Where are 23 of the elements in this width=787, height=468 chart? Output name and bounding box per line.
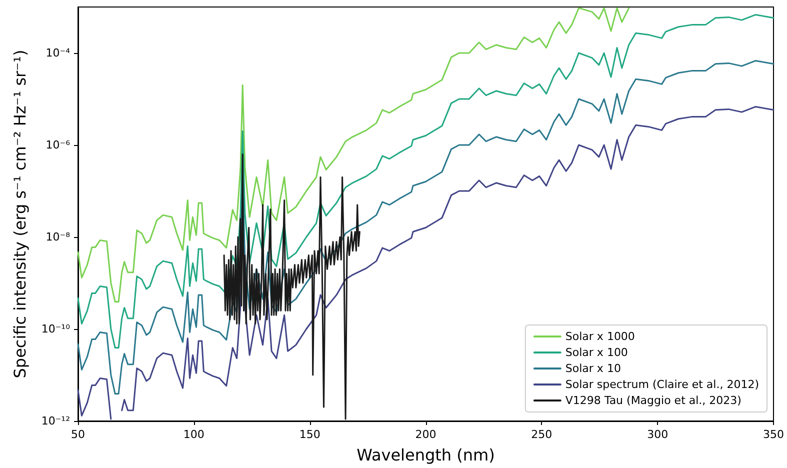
y-tick-label: 10⁻⁶	[46, 138, 71, 152]
y-tick-label: 10⁻¹²	[41, 414, 70, 428]
x-tick-label: 100	[183, 428, 204, 441]
legend-label: V1298 Tau (Maggio et al., 2023)	[565, 394, 742, 407]
x-tick-label: 200	[415, 428, 436, 441]
x-tick-label: 300	[647, 428, 668, 441]
line-series	[223, 153, 360, 420]
legend-label: Solar x 1000	[565, 330, 635, 343]
line-series	[77, 7, 630, 303]
y-tick-label: 10⁻¹⁰	[41, 322, 71, 336]
x-tick-label: 50	[71, 428, 85, 441]
legend-label: Solar x 10	[565, 362, 621, 375]
x-axis-title: Wavelength (nm)	[356, 446, 495, 464]
line-series	[77, 14, 774, 349]
x-tick-label: 150	[299, 428, 320, 441]
legend-label: Solar spectrum (Claire et al., 2012)	[565, 378, 760, 391]
y-axis-title: Specific intensity (erg s⁻¹ cm⁻² Hz⁻¹ sr⁻¹)	[10, 50, 30, 378]
y-tick-label: 10⁻⁸	[46, 230, 71, 244]
x-tick-label: 250	[531, 428, 552, 441]
line-series	[77, 60, 774, 395]
legend-label: Solar x 100	[565, 346, 628, 359]
y-tick-label: 10⁻⁴	[46, 46, 71, 60]
x-tick-label: 350	[763, 428, 784, 441]
